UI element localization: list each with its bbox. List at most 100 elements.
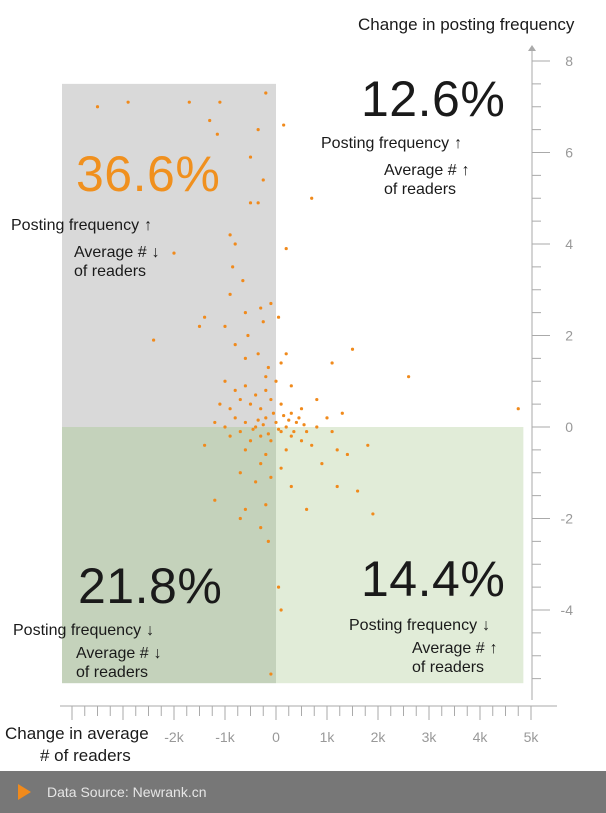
quadrant-bottom-right-readers-label: Average # ↑ — [412, 640, 498, 657]
data-point — [315, 425, 319, 429]
data-point — [126, 100, 130, 104]
data-point — [187, 100, 191, 104]
y-tick-label: 4 — [565, 236, 573, 252]
data-point — [279, 361, 283, 365]
data-point — [233, 416, 237, 420]
data-point — [279, 466, 283, 470]
quadrant-top-left-readers-label: Average # ↓ — [74, 244, 160, 261]
data-point — [284, 246, 288, 251]
data-point — [279, 402, 283, 406]
quadrant-top-right-readers-label: Average # ↑ — [384, 162, 470, 179]
x-tick-label: 1k — [320, 729, 336, 745]
quadrant-top-right-posting-label: Posting frequency ↑ — [321, 135, 463, 152]
data-source-text: Data Source: Newrank.cn — [47, 784, 207, 800]
data-point — [340, 411, 344, 415]
data-point — [223, 425, 227, 429]
quadrant-bottom-right-readers-label-2: of readers — [412, 659, 485, 676]
data-point — [284, 425, 288, 429]
data-point — [254, 480, 258, 484]
data-point — [233, 343, 237, 347]
data-point — [223, 379, 227, 383]
data-point — [238, 397, 242, 402]
data-point — [264, 91, 268, 95]
data-point — [95, 105, 100, 109]
data-point — [223, 324, 227, 328]
data-point — [274, 420, 278, 425]
data-point — [289, 384, 293, 388]
data-point — [243, 384, 247, 388]
quadrant-bottom-left-percent: 21.8% — [78, 558, 223, 614]
data-point — [371, 512, 375, 516]
x-tick-label: 4k — [473, 729, 489, 745]
data-point — [266, 539, 270, 543]
data-point — [213, 420, 217, 425]
data-point — [279, 608, 283, 612]
data-point — [335, 484, 339, 489]
quadrant-top-left-percent: 36.6% — [76, 146, 221, 202]
data-point — [350, 347, 355, 351]
data-point — [264, 452, 268, 457]
data-point — [516, 407, 520, 411]
data-point — [248, 155, 253, 159]
data-point — [254, 393, 258, 397]
data-point — [203, 443, 207, 447]
data-point — [284, 352, 288, 356]
data-point — [299, 439, 304, 443]
quadrant-bottom-left-readers-label-2: of readers — [76, 664, 149, 681]
data-point — [208, 118, 212, 123]
data-point — [330, 429, 334, 434]
x-axis-title-line2: # of readers — [40, 746, 131, 765]
y-tick-label: -2 — [561, 511, 574, 527]
y-axis-title: Change in posting frequency — [358, 15, 575, 34]
data-point — [246, 333, 250, 338]
data-point — [269, 439, 273, 443]
play-triangle-icon — [18, 784, 31, 800]
data-point — [238, 429, 242, 434]
data-point — [294, 420, 298, 425]
data-point — [271, 411, 276, 415]
data-point — [266, 432, 270, 436]
quadrant-bottom-right-arrow-1: ↓ — [482, 617, 491, 634]
data-point — [261, 423, 265, 427]
data-point — [269, 672, 273, 676]
data-point — [233, 388, 237, 392]
quadrant-top-right-arrow-1: ↑ — [454, 135, 463, 152]
quadrant-bottom-left-readers-label: Average # ↓ — [76, 645, 162, 662]
data-point — [248, 201, 253, 205]
data-point — [213, 498, 217, 502]
quadrant-bottom-right-percent: 14.4% — [361, 551, 506, 607]
x-tick-label: 5k — [524, 729, 540, 745]
data-point — [310, 196, 314, 200]
scatter-chart: 8 6 4 2 0 -2 -4 -2k -1k 0 1k 2k 3k 4k 5k — [60, 45, 574, 745]
quadrant-bottom-right-posting-label: Posting frequency ↓ — [349, 617, 491, 634]
data-point — [228, 292, 232, 296]
x-tick-label: 2k — [371, 729, 387, 745]
data-point — [256, 352, 260, 356]
data-point — [282, 413, 286, 418]
y-tick-label: 8 — [565, 53, 573, 69]
quadrant-bottom-right-arrow-2: ↑ — [489, 640, 498, 657]
data-point — [218, 100, 222, 104]
y-tick-label: 0 — [565, 419, 573, 435]
quadrant-bottom-left-arrow-1: ↓ — [146, 622, 155, 639]
data-point — [228, 233, 232, 237]
data-point — [243, 356, 247, 360]
data-point — [330, 361, 334, 365]
data-point — [259, 462, 263, 466]
x-tick-label: 3k — [422, 729, 438, 745]
data-point — [172, 251, 176, 255]
data-point — [256, 201, 260, 205]
data-point — [266, 365, 270, 370]
data-point — [274, 379, 278, 383]
data-point — [197, 324, 202, 328]
data-point — [284, 448, 288, 452]
data-point — [264, 375, 268, 379]
x-tick-label: -1k — [215, 729, 235, 745]
quadrant-top-right-percent: 12.6% — [361, 71, 506, 127]
data-point — [345, 452, 349, 457]
quadrant-bottom-left-arrow-2: ↓ — [153, 645, 162, 662]
y-axis-arrow-icon — [528, 45, 536, 51]
data-point — [305, 507, 309, 511]
data-point — [243, 448, 247, 452]
data-point — [269, 397, 273, 402]
